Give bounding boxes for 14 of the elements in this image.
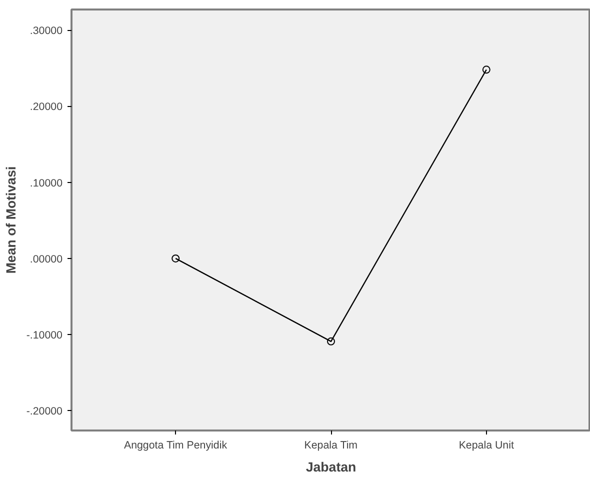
y-tick-label: -.10000	[26, 330, 63, 342]
y-tick-label: .10000	[30, 177, 63, 190]
point	[482, 66, 490, 74]
x-tick-label: Kepala Tim	[304, 440, 358, 452]
x-axis-title: Jabatan	[306, 460, 356, 474]
y-tick-label: .00000	[30, 253, 63, 266]
y-tick-label: -.20000	[26, 406, 63, 418]
y-axis-title: Mean of Motivasi	[3, 166, 18, 274]
y-tick-label: .30000	[30, 25, 63, 38]
point	[327, 337, 335, 346]
y-tick-label: .20000	[30, 101, 63, 114]
x-tick-label: Kepala Unit	[458, 440, 514, 452]
x-tick-label: Anggota Tim Penyidik	[124, 440, 228, 452]
point	[172, 254, 180, 262]
